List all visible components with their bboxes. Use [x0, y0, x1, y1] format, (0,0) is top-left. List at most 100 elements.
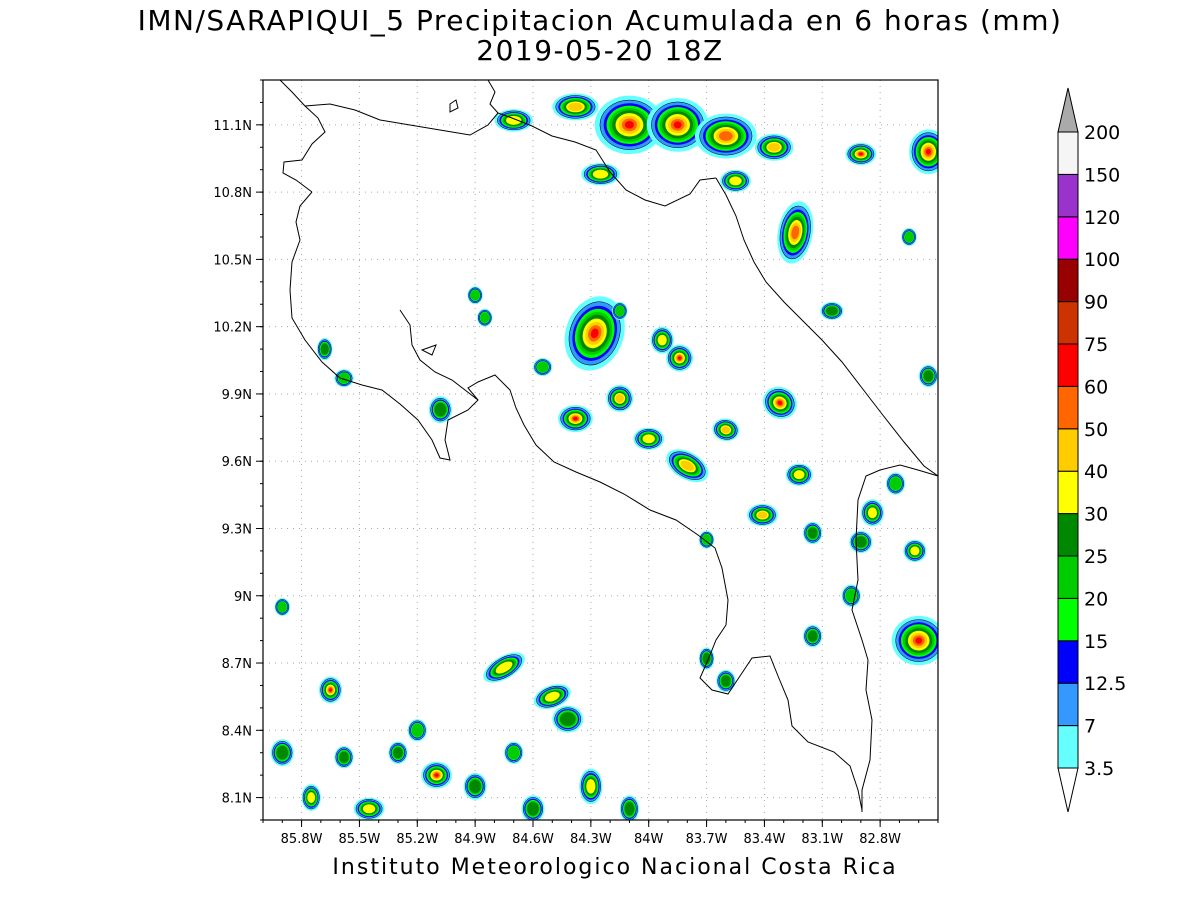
precip-cell: [903, 539, 927, 563]
costa-rica-caribbean-coast: [715, 177, 938, 477]
precip-cell: [803, 521, 823, 545]
plot-frame: [262, 79, 939, 821]
precip-contour: [506, 115, 522, 125]
precip-cell: [467, 286, 483, 305]
coastlines-borders: [279, 80, 938, 812]
footer-credit: Instituto Meteorologico Nacional Costa R…: [332, 855, 898, 880]
precip-contour: [592, 169, 609, 179]
precip-cell: [533, 358, 553, 377]
colorbar-label: 90: [1084, 292, 1108, 314]
precip-cell: [666, 449, 709, 483]
colorbar-box: [1057, 513, 1079, 557]
precip-contour: [434, 402, 447, 417]
lon-tick-label: 82.8W: [859, 832, 901, 847]
island-shore: [420, 344, 437, 356]
colorbar-label: 100: [1084, 249, 1120, 271]
precip-cell: [785, 463, 813, 486]
precip-contour: [508, 746, 520, 760]
precip-contour: [777, 400, 783, 405]
precip-cell: [694, 113, 757, 159]
precip-contour: [729, 176, 742, 186]
lat-tick-label: 11.1N: [213, 119, 252, 134]
colorbar-box: [1057, 725, 1079, 769]
precip-contour: [858, 152, 863, 156]
precip-cell: [762, 386, 797, 420]
colorbar-label: 7: [1084, 716, 1096, 738]
precip-cell: [421, 761, 452, 789]
nicaragua-coastline: [279, 80, 326, 193]
colorbar-label: 30: [1084, 504, 1108, 526]
northern-shore: [487, 80, 499, 114]
lat-tick-label: 10.2N: [213, 321, 252, 336]
precip-cell: [747, 503, 778, 527]
colorbar-box: [1057, 428, 1079, 472]
plot-background: [263, 80, 938, 820]
precip-contour: [721, 675, 731, 687]
precip-contour: [277, 601, 287, 613]
colorbar-label: 150: [1084, 164, 1120, 186]
precip-contour: [807, 630, 818, 642]
precip-cell: [712, 418, 740, 442]
precip-contour: [624, 802, 635, 816]
lon-tick-label: 84W: [634, 832, 664, 847]
precip-cell: [270, 739, 294, 767]
colorbar-label: 20: [1084, 588, 1108, 610]
precip-cell: [334, 369, 354, 388]
precip-contour: [434, 773, 439, 777]
precip-cell: [918, 364, 938, 388]
precip-contour: [339, 751, 349, 763]
precip-cell: [698, 647, 715, 670]
gulf-of-nicoya: [399, 309, 479, 401]
precip-cell: [845, 142, 877, 166]
precip-cell: [666, 344, 694, 372]
precip-contour: [910, 546, 920, 556]
colorbar-label: 75: [1084, 334, 1108, 356]
precip-contour: [925, 148, 931, 155]
precip-cell: [463, 772, 487, 800]
precip-contour: [537, 361, 549, 373]
colorbar-box: [1057, 470, 1079, 515]
precip-contour: [904, 231, 914, 243]
lat-tick-label: 10.5N: [213, 253, 252, 268]
precip-contour: [923, 370, 934, 382]
precip-cell: [483, 652, 525, 683]
lon-tick-label: 83.7W: [686, 832, 728, 847]
precip-cell: [533, 684, 571, 710]
precip-contour: [470, 290, 480, 301]
precip-contour: [702, 652, 711, 665]
costa-rica-pacific-coast: [289, 191, 863, 811]
precip-cell: [353, 797, 385, 820]
lat-tick-label: 9.6N: [222, 455, 252, 470]
precip-cell: [407, 719, 427, 742]
colorbar-legend: 3.5 7 12.5 15 20 25 30 40 50 60 75 90 100 120 150 200: [1057, 87, 1126, 813]
precip-contour: [560, 712, 576, 726]
lat-tick-label: 9.3N: [222, 522, 252, 537]
precip-contour: [393, 747, 403, 759]
colorbar-box: [1057, 258, 1079, 303]
precip-cell: [504, 741, 524, 764]
colorbar-box: [1057, 301, 1079, 345]
precip-cell: [552, 705, 584, 733]
precip-cell: [841, 584, 861, 607]
precip-contour: [469, 779, 481, 794]
precip-contour: [544, 691, 560, 702]
precip-contour: [721, 426, 731, 434]
colorbar-box: [1057, 131, 1079, 175]
colorbar-label: 200: [1084, 122, 1120, 144]
colorbar-label: 50: [1084, 419, 1108, 441]
lon-tick-label: 84.6W: [512, 832, 554, 847]
precip-contour: [677, 356, 682, 360]
precip-cell: [716, 669, 736, 693]
precip-contour: [757, 511, 768, 519]
precip-contour: [307, 792, 316, 803]
precip-contour: [276, 746, 289, 760]
precip-contour: [573, 416, 578, 421]
precip-contour: [320, 343, 329, 355]
precip-contour: [527, 802, 539, 816]
nicaragua-border: [304, 103, 717, 207]
precip-cell: [885, 472, 906, 495]
precip-cell: [594, 95, 665, 155]
precip-cell: [860, 499, 885, 527]
precip-cell: [619, 795, 640, 820]
precip-contour: [329, 688, 332, 692]
